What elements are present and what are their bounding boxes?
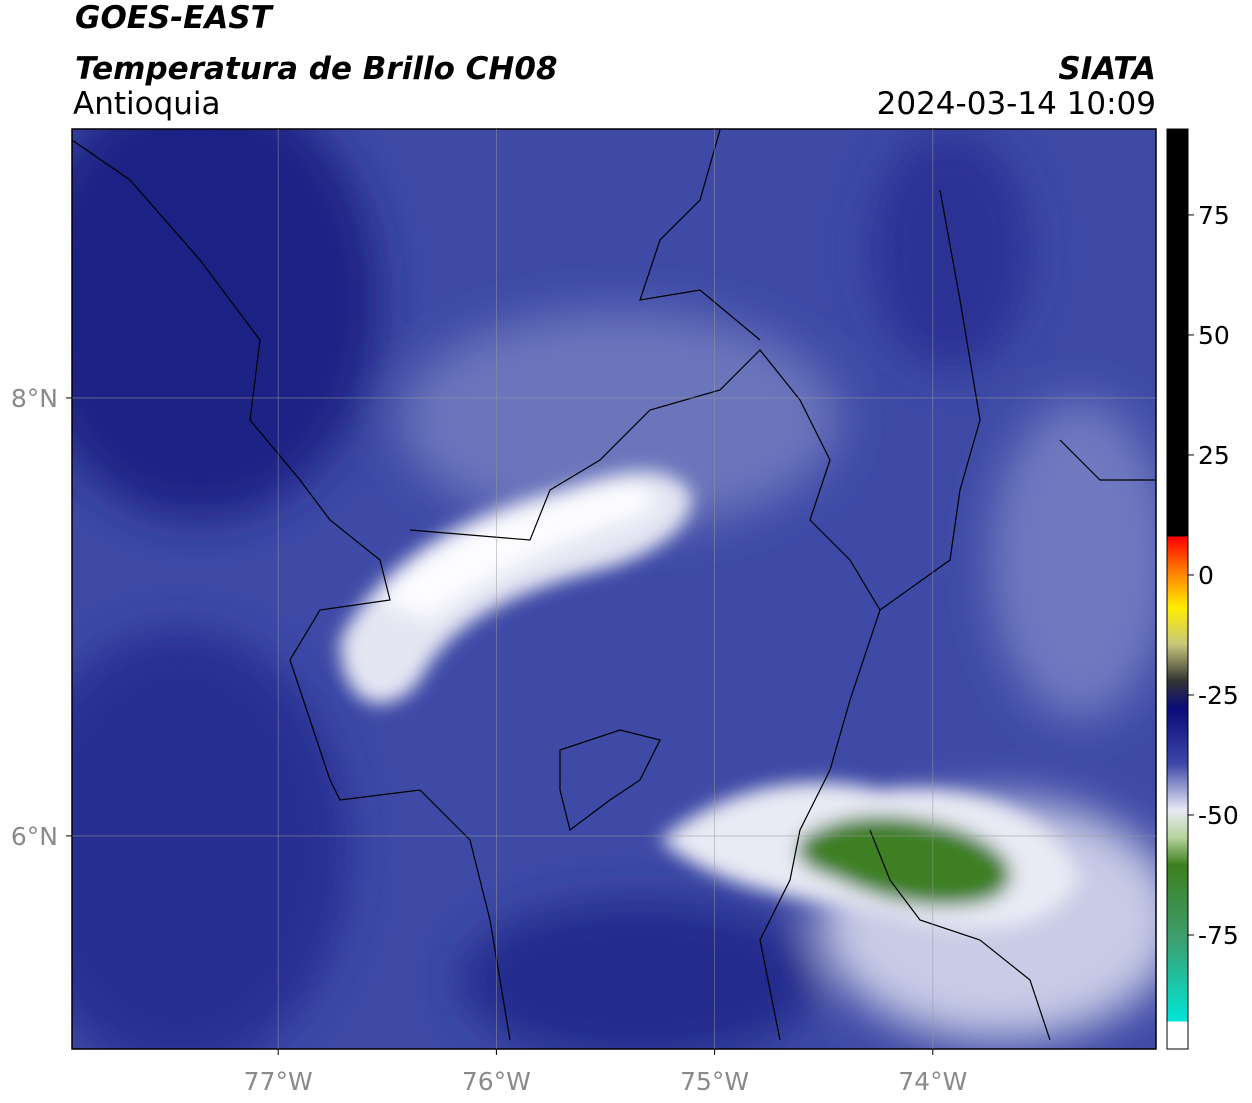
colorbar-tick-label: -25 [1198,681,1239,710]
product-title: Temperatura de Brillo CH08 [75,51,558,87]
colorbar-tick-label: -75 [1198,921,1239,950]
colorbar [1166,128,1189,1050]
y-tick-label: 8°N [11,384,58,413]
map-frame [71,128,1157,1050]
colorbar-tick-label: 25 [1198,441,1230,470]
y-tick-label: 6°N [11,822,58,851]
x-tick-label: 74°W [898,1067,967,1096]
colorbar-tick-label: -50 [1198,801,1239,830]
colorbar-tick-label: 75 [1198,201,1230,230]
x-tick-label: 76°W [462,1067,531,1096]
datetime: 2024-03-14 10:09 [877,86,1156,122]
colorbar-tick-label: 50 [1198,321,1230,350]
satellite-title: GOES-EAST [75,0,275,36]
source: SIATA [1058,51,1156,87]
x-tick-label: 77°W [244,1067,313,1096]
colorbar-tick-label: 0 [1198,561,1214,590]
region: Antioquia [73,86,221,122]
map-image [72,129,1156,1049]
x-tick-label: 75°W [680,1067,749,1096]
